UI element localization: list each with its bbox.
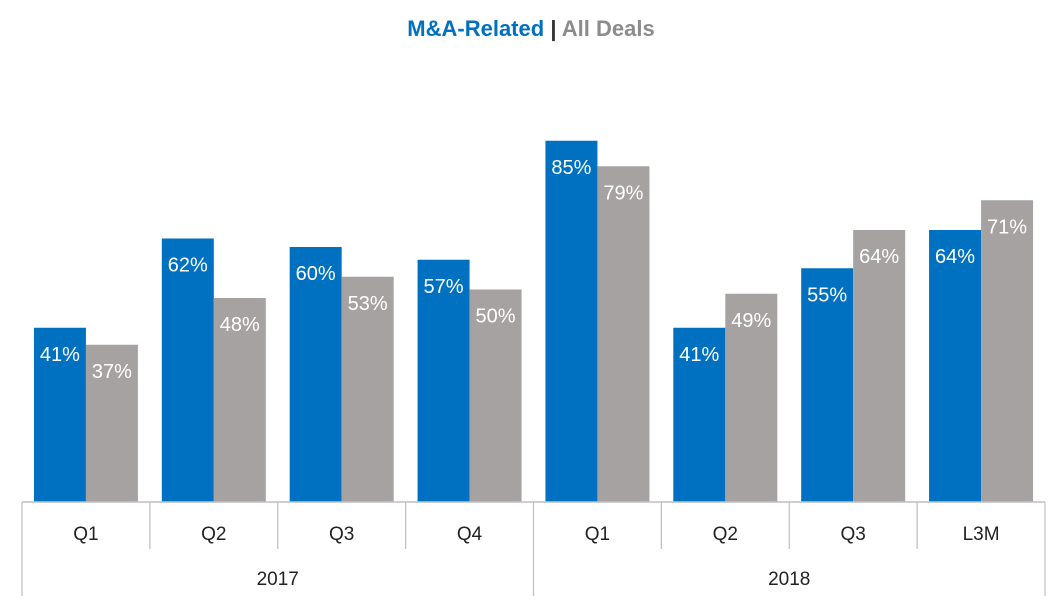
data-label-ma-related-6: 55%	[807, 284, 847, 306]
data-label-ma-related-2: 60%	[296, 263, 336, 285]
x-tick-label: Q1	[73, 524, 98, 545]
data-label-all-deals-1: 48%	[220, 314, 260, 336]
x-tick-label: Q3	[841, 524, 866, 545]
bar-all-deals-5	[725, 293, 778, 502]
data-label-ma-related-0: 41%	[40, 344, 80, 366]
data-label-ma-related-3: 57%	[424, 276, 464, 298]
data-label-ma-related-4: 85%	[551, 157, 591, 179]
group-label: 2017	[257, 569, 299, 590]
data-label-all-deals-7: 71%	[987, 216, 1027, 238]
x-tick-label: L3M	[963, 524, 1000, 545]
bar-ma-related-5	[673, 327, 726, 502]
data-label-all-deals-3: 50%	[476, 306, 516, 328]
data-label-all-deals-4: 79%	[603, 182, 643, 204]
bar-all-deals-3	[469, 289, 522, 502]
bar-ma-related-0	[33, 327, 86, 502]
bar-ma-related-6	[801, 268, 854, 502]
x-tick-label: Q2	[713, 524, 738, 545]
x-tick-label: Q2	[201, 524, 226, 545]
x-tick-label: Q4	[457, 524, 483, 545]
data-label-ma-related-5: 41%	[679, 344, 719, 366]
bar-ma-related-4	[545, 140, 598, 502]
bar-all-deals-2	[341, 276, 394, 502]
x-tick-label: Q3	[329, 524, 354, 545]
legend-series-2: All Deals	[561, 16, 655, 41]
bar-all-deals-1	[213, 298, 266, 502]
bar-all-deals-6	[853, 230, 906, 502]
chart-title: M&A-Related | All Deals	[0, 16, 1062, 42]
x-tick-label: Q1	[585, 524, 610, 545]
data-label-all-deals-6: 64%	[859, 246, 899, 268]
data-label-ma-related-1: 62%	[168, 255, 208, 277]
legend-separator: |	[550, 16, 557, 41]
group-label: 2018	[768, 569, 810, 590]
bar-all-deals-0	[85, 344, 138, 502]
data-label-all-deals-0: 37%	[92, 361, 132, 383]
bar-ma-related-1	[161, 238, 214, 502]
data-label-all-deals-5: 49%	[731, 310, 771, 332]
data-label-all-deals-2: 53%	[348, 293, 388, 315]
bar-ma-related-3	[417, 259, 470, 502]
data-label-ma-related-7: 64%	[935, 246, 975, 268]
bar-all-deals-7	[981, 200, 1034, 502]
bar-ma-related-7	[929, 230, 982, 502]
bar-ma-related-2	[289, 247, 342, 502]
bar-all-deals-4	[597, 166, 650, 502]
legend-series-1: M&A-Related	[407, 16, 545, 41]
